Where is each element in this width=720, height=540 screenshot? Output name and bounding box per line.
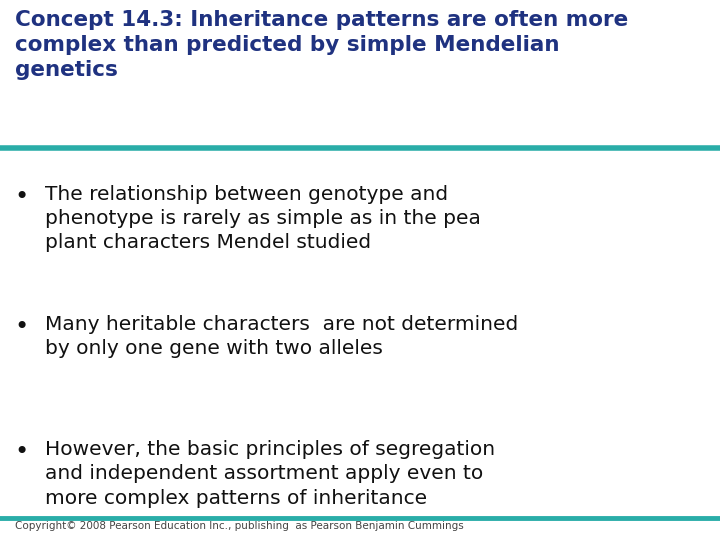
Text: •: • [15, 440, 29, 464]
Text: Concept 14.3: Inheritance patterns are often more
complex than predicted by simp: Concept 14.3: Inheritance patterns are o… [15, 10, 629, 79]
Text: Many heritable characters  are not determined
by only one gene with two alleles: Many heritable characters are not determ… [45, 315, 518, 358]
Text: The relationship between genotype and
phenotype is rarely as simple as in the pe: The relationship between genotype and ph… [45, 185, 481, 253]
Text: •: • [15, 185, 29, 209]
Text: However, the basic principles of segregation
and independent assortment apply ev: However, the basic principles of segrega… [45, 440, 495, 508]
Text: Copyright© 2008 Pearson Education Inc., publishing  as Pearson Benjamin Cummings: Copyright© 2008 Pearson Education Inc., … [15, 521, 464, 531]
Text: •: • [15, 315, 29, 339]
